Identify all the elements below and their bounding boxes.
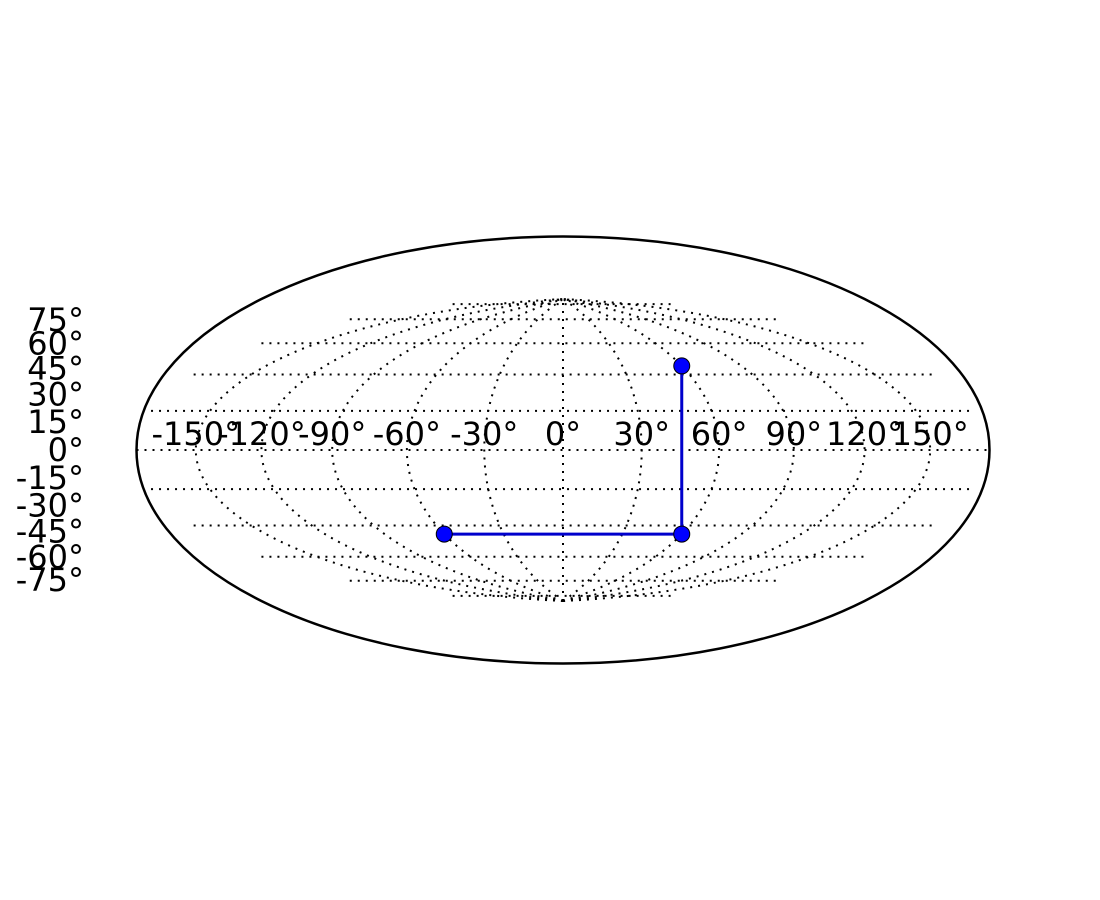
latitude-tick-label: -15° <box>16 459 84 497</box>
data-series <box>435 357 691 543</box>
latitude-tick-label: 75° <box>27 301 84 339</box>
latitude-tick-label: -60° <box>16 538 84 576</box>
latitude-tick-label: 0° <box>48 431 84 469</box>
longitude-tick-label: 120° <box>826 415 903 453</box>
data-point-marker <box>673 525 691 543</box>
longitude-tick-label: -150° <box>152 415 241 453</box>
latitude-tick-labels: 75°60°45°30°15°0°-15°-30°-45°-60°-75° <box>16 301 84 599</box>
latitude-tick-label: 30° <box>27 376 84 414</box>
meridian-gridline <box>562 298 866 602</box>
longitude-tick-label: 30° <box>613 415 670 453</box>
graticule-grid <box>136 298 990 602</box>
meridian-gridline <box>260 298 564 602</box>
latitude-tick-label: 15° <box>27 403 84 441</box>
latitude-tick-label: -75° <box>16 561 84 599</box>
longitude-tick-label: 0° <box>545 415 581 453</box>
latitude-tick-label: -45° <box>16 513 84 551</box>
map-outline <box>135 235 991 665</box>
meridian-gridline <box>483 298 564 602</box>
longitude-tick-label: 150° <box>892 415 969 453</box>
longitude-tick-labels: -150°-120°-90° -60° -30° 0° 30° 60° 90° 120°150… <box>152 415 969 453</box>
meridian-gridline <box>405 298 564 602</box>
longitude-tick-label: 60° <box>691 415 748 453</box>
longitude-tick-label: -60° <box>373 415 441 453</box>
longitude-tick-label: -30° <box>450 415 518 453</box>
projection-boundary <box>135 235 991 665</box>
latitude-tick-label: -30° <box>16 486 84 524</box>
longitude-tick-label: 90° <box>765 415 822 453</box>
latitude-tick-label: 60° <box>27 324 84 362</box>
latitude-tick-label: 45° <box>27 349 84 387</box>
meridian-gridline <box>562 298 721 602</box>
data-point-marker <box>435 525 453 543</box>
data-point-marker <box>673 357 691 375</box>
longitude-tick-label: -90° <box>298 415 366 453</box>
longitude-tick-label: -120° <box>217 415 306 453</box>
